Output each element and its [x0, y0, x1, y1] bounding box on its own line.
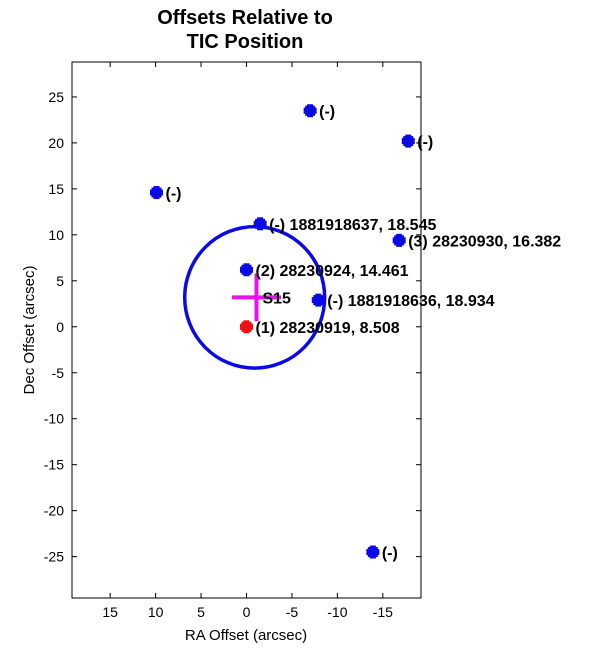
- x-tick-label: 0: [243, 604, 251, 620]
- y-tick-label: 20: [48, 135, 64, 151]
- star-point: (-) 1881918637, 18.545: [253, 217, 436, 234]
- y-tick-label: -10: [44, 411, 64, 427]
- star-label: (1) 28230919, 8.508: [256, 320, 400, 337]
- star-point: (-) 1881918636, 18.934: [311, 293, 495, 310]
- y-tick-label: -15: [44, 457, 64, 473]
- star-label: (-): [417, 134, 433, 151]
- tic-position-label: S15: [262, 290, 291, 307]
- axis-ticks: 15 10 5 0 -5 -10 -15 25 20 15 10 5 0 -5 -10 -15 -20 -25: [44, 62, 421, 620]
- y-tick-label: 5: [56, 273, 64, 289]
- star-marker-core: [241, 264, 252, 275]
- y-tick-label: 15: [48, 181, 64, 197]
- star-label: (-): [319, 104, 335, 121]
- x-tick-label: 15: [102, 604, 118, 620]
- chart-title-line-1: Offsets Relative to: [157, 7, 333, 29]
- star-marker-core: [305, 105, 316, 116]
- y-tick-label: -20: [44, 503, 64, 519]
- plot-frame: [71, 61, 422, 599]
- star-point: (3) 28230930, 16.382: [392, 233, 561, 250]
- y-tick-label: 0: [56, 319, 64, 335]
- star-marker-core: [367, 547, 378, 558]
- star-point: (-): [303, 104, 335, 121]
- star-point: (2) 28230924, 14.461: [240, 263, 409, 280]
- star-marker-core: [403, 136, 414, 147]
- y-axis-label: Dec Offset (arcsec): [21, 266, 38, 395]
- plot-marks: S15 (1) 28230919, 8.508 (2) 28230924, 14.4…: [150, 104, 561, 562]
- star-label: (-) 1881918636, 18.934: [327, 293, 494, 310]
- star-label: (-): [166, 186, 182, 203]
- star-label: (3) 28230930, 16.382: [408, 233, 561, 250]
- x-tick-label: -5: [286, 604, 299, 620]
- star-point: (-): [150, 186, 182, 203]
- y-tick-label: -25: [44, 549, 64, 565]
- star-marker-core: [255, 218, 266, 229]
- x-tick-label: -10: [327, 604, 347, 620]
- star-marker-core: [394, 235, 405, 246]
- star-label: (-) 1881918637, 18.545: [269, 217, 436, 234]
- y-tick-label: 25: [48, 89, 64, 105]
- star-marker-core: [151, 187, 162, 198]
- star-label: (-): [382, 545, 398, 562]
- x-axis-label: RA Offset (arcsec): [185, 627, 307, 644]
- x-tick-label: 10: [148, 604, 164, 620]
- y-tick-label: -5: [52, 365, 65, 381]
- star-point: (-): [366, 545, 398, 562]
- star-label: (2) 28230924, 14.461: [256, 263, 409, 280]
- y-tick-label: 10: [48, 227, 64, 243]
- star-marker-core: [241, 321, 252, 332]
- chart-title-line-2: TIC Position: [187, 31, 304, 53]
- star-point: (-): [401, 134, 433, 151]
- x-tick-label: 5: [197, 604, 205, 620]
- star-marker-core: [313, 295, 324, 306]
- star-point: (1) 28230919, 8.508: [240, 320, 400, 337]
- x-tick-label: -15: [373, 604, 393, 620]
